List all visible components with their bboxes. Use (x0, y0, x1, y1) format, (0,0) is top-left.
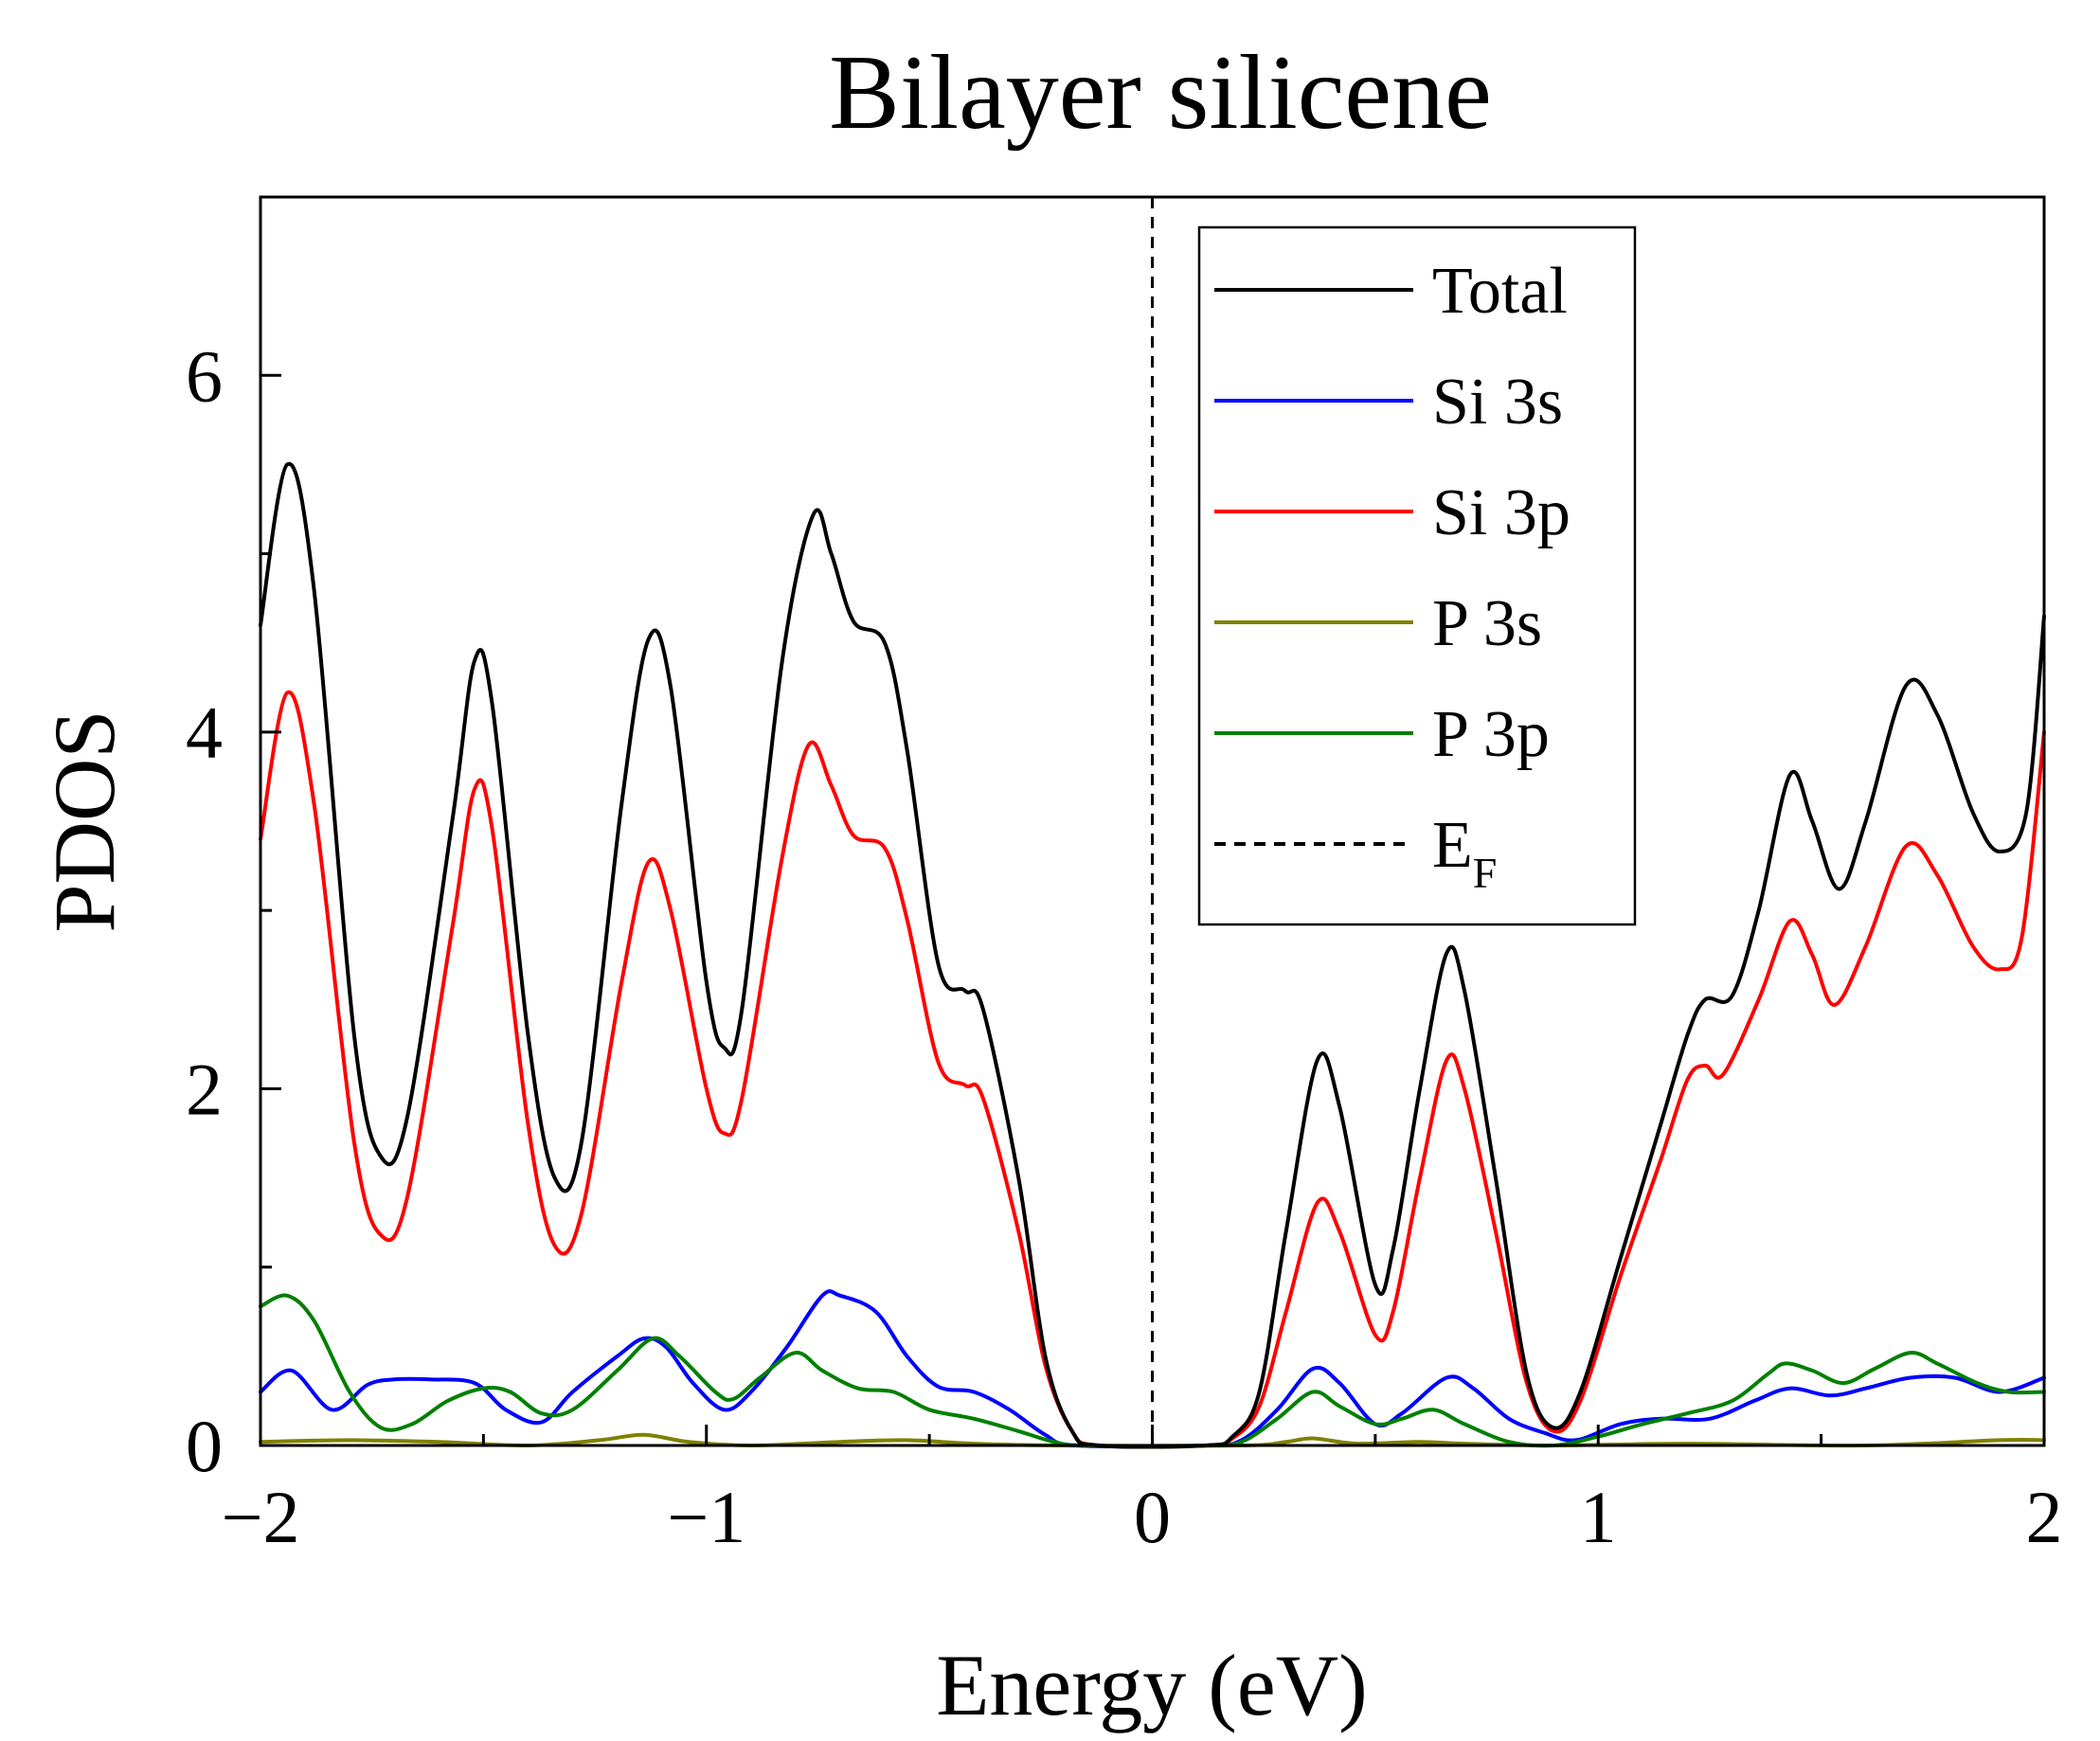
y-tick-label: 6 (186, 334, 223, 417)
y-axis-ticks: 0 2 4 6 (186, 334, 281, 1487)
x-tick-label: 1 (1580, 1476, 1617, 1558)
legend-label-total: Total (1432, 255, 1568, 328)
legend-label-subscript: F (1473, 849, 1498, 897)
legend-label-si-3p: Si 3p (1432, 476, 1571, 549)
x-tick-label: 0 (1134, 1476, 1171, 1558)
series-line-si-3s (259, 1289, 2046, 1449)
series-line-total (259, 461, 2046, 1449)
y-tick-label: 0 (186, 1405, 223, 1487)
legend-box (1197, 225, 1637, 926)
y-tick-label: 2 (186, 1048, 223, 1130)
chart-title: Bilayer silicene (829, 34, 1492, 152)
x-tick-label: −2 (222, 1476, 300, 1558)
x-tick-label: −1 (667, 1476, 745, 1558)
x-axis-label: Energy (eV) (936, 1637, 1368, 1733)
y-tick-label: 4 (186, 691, 223, 774)
legend-label-si-3s: Si 3s (1432, 366, 1563, 439)
legend-label-p-3p: P 3p (1432, 698, 1550, 771)
x-axis-ticks: −2 −1 0 1 2 (222, 1425, 2063, 1558)
x-tick-label: 2 (2026, 1476, 2063, 1558)
y-axis-label: PDOS (36, 709, 133, 932)
legend-label-p-3s: P 3s (1432, 587, 1542, 660)
